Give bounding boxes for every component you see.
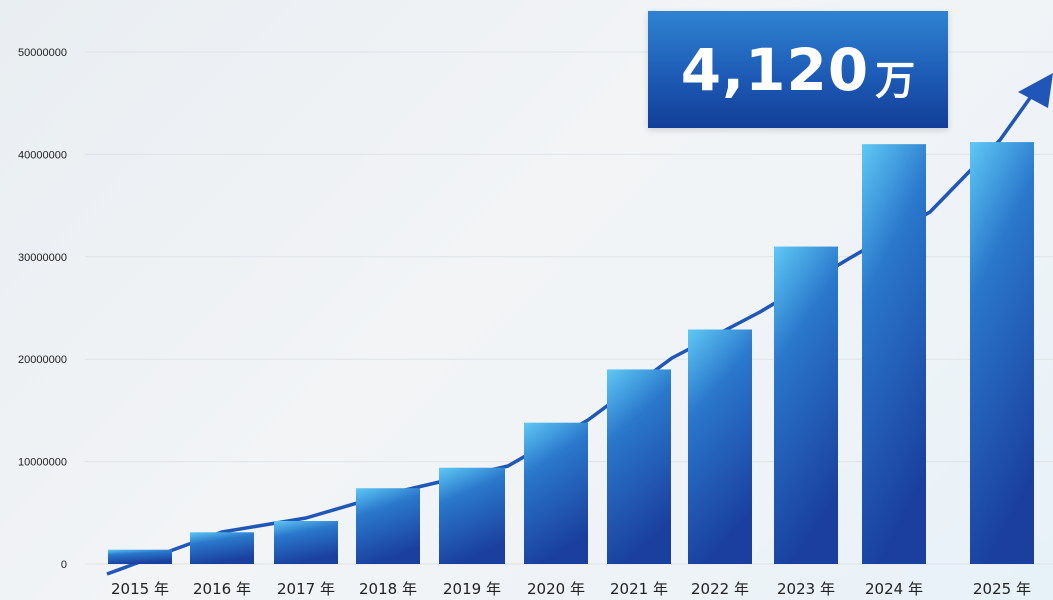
y-tick-label: 40000000 (18, 149, 67, 161)
bar-2021 (607, 369, 671, 564)
bar-2015 (108, 549, 172, 564)
bar-2018 (356, 488, 420, 564)
total-callout: 4,120 万 (648, 11, 948, 128)
bar-2024 (862, 144, 926, 564)
x-tick-label: 2023 年 (777, 580, 835, 598)
x-tick-label: 2025 年 (973, 580, 1031, 598)
x-tick-label: 2021 年 (610, 580, 668, 598)
bar-2025 (970, 142, 1034, 564)
x-tick-label: 2020 年 (527, 580, 585, 598)
bar-2016 (190, 532, 254, 564)
bars (108, 142, 1034, 564)
bar-2017 (274, 520, 338, 564)
bar-2020 (524, 422, 588, 564)
x-axis-labels: 2015 年 2016 年 2017 年 2018 年 2019 年 2020 年 2021… (111, 580, 1031, 598)
callout-unit: 万 (875, 57, 916, 104)
bar-2023 (774, 246, 838, 564)
y-tick-label: 10000000 (18, 457, 67, 469)
bar-2022 (688, 329, 752, 564)
x-tick-label: 2018 年 (359, 580, 417, 598)
x-tick-label: 2015 年 (111, 580, 169, 598)
bar-2019 (439, 467, 505, 564)
callout-value: 4,120 (680, 35, 870, 104)
x-tick-label: 2022 年 (691, 580, 749, 598)
trend-arrow-head (1018, 73, 1053, 108)
y-tick-label: 50000000 (18, 47, 67, 59)
y-axis-ticks: 0 10000000 20000000 30000000 40000000 5000000… (18, 47, 67, 571)
y-tick-label: 20000000 (18, 354, 67, 366)
y-tick-label: 0 (61, 559, 67, 571)
x-tick-label: 2016 年 (193, 580, 251, 598)
x-tick-label: 2017 年 (277, 580, 335, 598)
x-tick-label: 2019 年 (443, 580, 501, 598)
y-tick-label: 30000000 (18, 252, 67, 264)
x-tick-label: 2024 年 (865, 580, 923, 598)
